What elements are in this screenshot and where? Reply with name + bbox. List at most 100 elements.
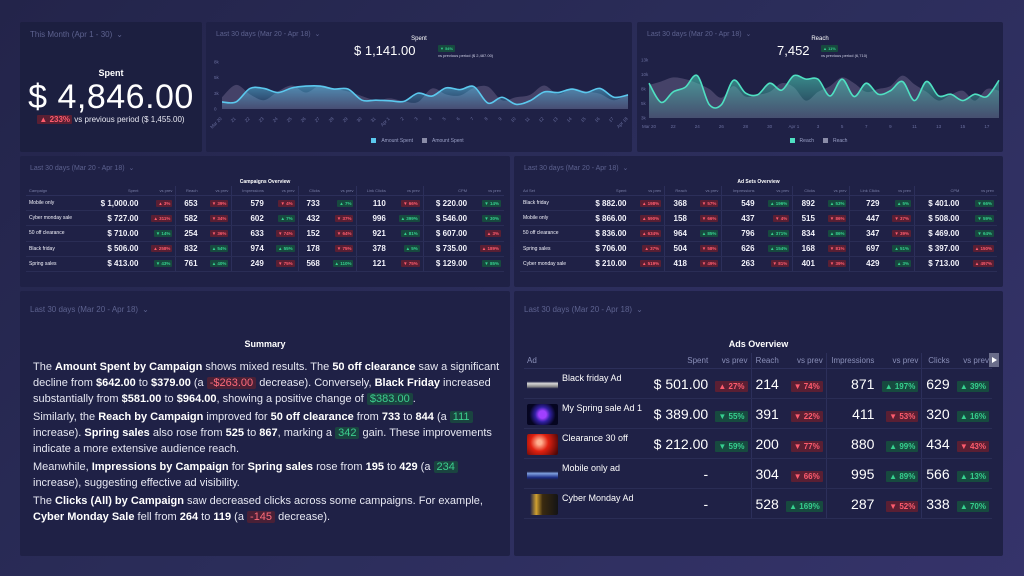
cell-value: 964 <box>664 225 690 242</box>
table-row[interactable]: Black friday Ad $ 501.00 ▲ 27% 214 ▼ 74% 871 ▲… <box>524 368 992 399</box>
chart-legend: Reach Reach <box>637 138 1003 144</box>
column-header[interactable]: Clicks <box>297 186 323 196</box>
summary-title: Summary <box>244 339 286 349</box>
row-name: 50 off clearance <box>26 225 87 242</box>
column-header[interactable]: CPM <box>422 186 471 196</box>
column-header[interactable]: Campaign <box>26 186 87 196</box>
badge-cell: ▼ 55% <box>711 398 752 429</box>
badge-cell: ▼ 59% <box>962 210 997 227</box>
table-row[interactable]: Black friday $ 506.00 ▲ 258% 832 ▲ 54% 974 ▲ 5… <box>26 241 504 257</box>
period-selector[interactable]: Last 30 days (Mar 20 - Apr 18) ⌄ <box>30 305 149 314</box>
table-row[interactable]: Spring sales $ 706.00 ▲ 37% 504 ▼ 58% 626 ▲ 15… <box>520 241 997 257</box>
badge-cell: ▼ 39% <box>882 225 915 242</box>
period-selector[interactable]: Last 30 days (Mar 20 - Apr 18) ⌄ <box>30 164 134 172</box>
change-badge: ▼ 58% <box>699 245 719 253</box>
legend-label: Amount Spent <box>432 138 464 144</box>
legend-item[interactable]: Amount Spent <box>422 138 467 144</box>
column-header[interactable]: vs prev <box>877 353 922 369</box>
row-name: Mobile only <box>520 210 583 227</box>
period-label: This Month (Apr 1 - 30) <box>30 30 113 39</box>
table-row[interactable]: Mobile only ad - 304 ▼ 66% 995 ▲ 89% 566 ▲ 13% <box>524 458 992 489</box>
chevron-down-icon: ⌄ <box>116 30 123 39</box>
column-header[interactable]: vs prev <box>629 186 665 196</box>
column-header[interactable]: vs prev <box>322 186 357 196</box>
change-badge: ▲ 85% <box>699 229 719 237</box>
column-header[interactable]: Clicks <box>792 186 818 196</box>
column-header[interactable]: vs prev <box>711 353 752 369</box>
badge-cell: ▼ 53% <box>877 398 922 429</box>
change-badge: ▲ 196% <box>768 199 790 207</box>
legend-item[interactable]: Reach <box>789 138 817 144</box>
column-header[interactable]: vs prev <box>689 186 722 196</box>
legend-item[interactable]: Amount Spent <box>371 138 416 144</box>
comparison-text: vs previous period (6,710) <box>821 53 868 58</box>
table-row[interactable]: Cyber monday sale $ 210.00 ▲ 519% 418 ▼ 49% 2… <box>520 256 997 272</box>
table-row[interactable]: Black friday $ 882.00 ▲ 198% 368 ▼ 57% 549 ▲ 1… <box>520 195 997 212</box>
legend-item[interactable]: Reach <box>823 138 850 144</box>
table-row[interactable]: My Spring sale Ad 1 $ 389.00 ▼ 55% 391 ▼ 22%… <box>524 398 992 429</box>
ad-cell: Black friday Ad <box>524 368 649 399</box>
table-row[interactable]: Clearance 30 off $ 212.00 ▼ 59% 200 ▼ 77% 880… <box>524 428 992 459</box>
table-row[interactable]: Mobile only $ 866.00 ▲ 590% 158 ▼ 66% 437 ▼ 4%… <box>520 210 997 227</box>
column-header[interactable]: vs prev <box>470 186 504 196</box>
spent-value: $ 212.00 <box>648 428 712 459</box>
chevron-right-icon[interactable] <box>989 353 999 367</box>
table-row[interactable]: Cyber monday sale $ 727.00 ▲ 311% 582 ▼ 34% 6… <box>26 210 504 227</box>
change-badge: ▲ 169% <box>786 500 823 512</box>
column-header[interactable]: vs prev <box>781 353 827 369</box>
x-tick-label: 6 <box>455 116 461 122</box>
column-header[interactable]: Spent <box>582 186 630 196</box>
table-row[interactable]: Mobile only $ 1,000.00 ▲ 3% 653 ▼ 39% 579 ▼ 4%… <box>26 195 504 212</box>
column-header[interactable]: vs prev <box>962 186 997 196</box>
cell-value: 761 <box>175 256 201 272</box>
column-header[interactable]: Impressions <box>721 186 758 196</box>
column-header[interactable]: Ad Set <box>520 186 583 196</box>
cell-value: 368 <box>664 195 690 212</box>
adsets-table: Ad Set Spent vs prev Reach vs prev Impression… <box>520 186 997 272</box>
column-header[interactable]: Ad <box>524 353 649 369</box>
badge-cell: ▲ 7% <box>322 195 357 212</box>
column-header[interactable]: Clicks <box>921 353 953 369</box>
period-selector[interactable]: Last 30 days (Mar 20 - Apr 18) ⌄ <box>524 164 628 172</box>
period-selector[interactable]: Last 30 days (Mar 20 - Apr 18) ⌄ <box>647 30 751 38</box>
period-selector[interactable]: This Month (Apr 1 - 30) ⌄ <box>30 30 123 39</box>
column-header[interactable]: vs prev <box>141 186 176 196</box>
ad-thumbnail <box>527 464 558 485</box>
column-header[interactable]: Link Clicks <box>849 186 883 196</box>
table-row[interactable]: 50 off clearance $ 710.00 ▼ 14% 254 ▼ 36% 633… <box>26 225 504 242</box>
x-tick-label: 30 <box>356 116 363 123</box>
column-header[interactable]: vs prev <box>757 186 793 196</box>
change-badge: ▼ 53% <box>886 410 919 422</box>
column-header[interactable]: vs prev <box>882 186 915 196</box>
column-header[interactable]: Reach <box>664 186 690 196</box>
period-selector[interactable]: Last 30 days (Mar 20 - Apr 18) ⌄ <box>524 305 643 314</box>
cell-value: 921 <box>356 225 389 242</box>
column-header[interactable]: vs prev <box>266 186 299 196</box>
column-header[interactable]: vs prev <box>817 186 850 196</box>
column-header[interactable]: Link Clicks <box>356 186 389 196</box>
cell-value: 697 <box>849 241 883 257</box>
column-header[interactable]: Impressions <box>231 186 267 196</box>
spent-value: $ 389.00 <box>648 398 712 429</box>
table-row[interactable]: 50 off clearance $ 836.00 ▲ 634% 964 ▲ 85% 79… <box>520 225 997 242</box>
column-header[interactable]: vs prev <box>388 186 424 196</box>
cell-value: 834 <box>792 225 818 242</box>
change-badge: ▼ 86% <box>827 214 847 222</box>
period-selector[interactable]: Last 30 days (Mar 20 - Apr 18) ⌄ <box>216 30 320 38</box>
x-tick-label: 7 <box>865 124 868 129</box>
column-header[interactable]: Spent <box>648 353 712 369</box>
row-name: Spring sales <box>26 256 87 272</box>
column-header[interactable]: Reach <box>175 186 201 196</box>
column-header[interactable]: vs prev <box>200 186 232 196</box>
cell-value: 626 <box>721 241 758 257</box>
table-row[interactable]: Cyber Monday Ad - 528 ▲ 169% 287 ▼ 52% 338 ▲ 70… <box>524 488 992 519</box>
column-header[interactable]: vs prev <box>952 353 992 369</box>
column-header[interactable]: Impressions <box>825 353 878 369</box>
table-row[interactable]: Spring sales $ 413.00 ▼ 43% 761 ▲ 40% 249 ▼ 75… <box>26 256 504 272</box>
column-header[interactable]: Reach <box>750 353 782 369</box>
reach-value: 214 <box>750 368 782 399</box>
column-header[interactable]: Spent <box>87 186 142 196</box>
cell-value: 796 <box>721 225 758 242</box>
reach-chart-panel: Last 30 days (Mar 20 - Apr 18) ⌄ Reach 7,… <box>637 22 1003 152</box>
column-header[interactable]: CPM <box>914 186 963 196</box>
